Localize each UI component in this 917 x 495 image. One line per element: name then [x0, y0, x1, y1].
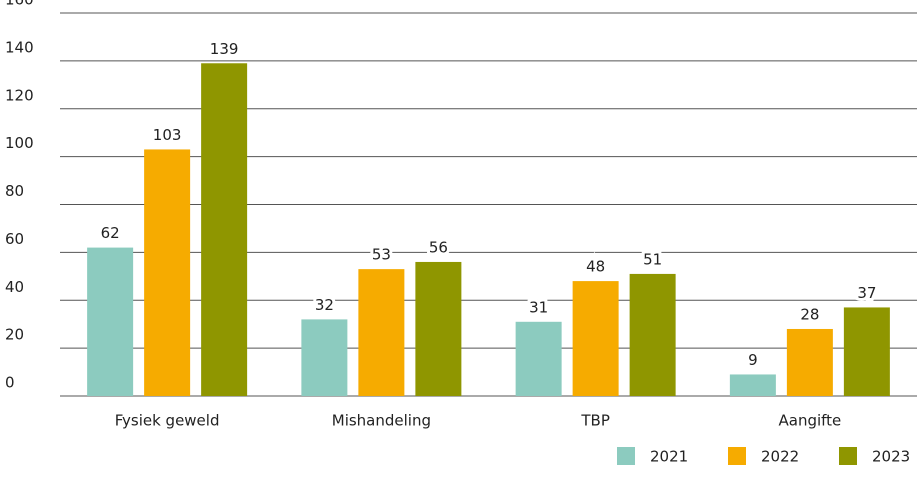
x-tick-label: Aangifte [778, 412, 841, 430]
bar [358, 269, 405, 396]
value-label: 51 [643, 250, 662, 268]
y-tick-label: 60 [5, 230, 24, 248]
y-tick-label: 40 [5, 278, 24, 296]
bar [629, 273, 676, 396]
bar [572, 281, 619, 396]
x-tick-label: Mishandeling [332, 412, 431, 430]
bar [201, 63, 248, 397]
legend-swatch [728, 447, 746, 465]
legend-swatch [839, 447, 857, 465]
bar [144, 149, 191, 396]
y-tick-label: 160 [5, 0, 34, 9]
y-tick-label: 80 [5, 182, 24, 200]
bar [786, 328, 833, 396]
value-label: 37 [857, 284, 876, 302]
bar [729, 374, 776, 396]
bar [515, 321, 562, 396]
x-tick-label: Fysiek geweld [115, 412, 220, 430]
value-label: 139 [210, 40, 239, 58]
value-label: 53 [372, 246, 391, 264]
bar [415, 261, 462, 396]
y-tick-label: 0 [5, 374, 15, 392]
value-label: 103 [153, 126, 182, 144]
bar [301, 319, 348, 396]
legend-label: 2022 [761, 448, 799, 466]
bar [87, 247, 134, 396]
x-tick-label: TBP [580, 412, 610, 430]
value-label: 32 [315, 296, 334, 314]
value-label: 9 [748, 351, 758, 369]
y-tick-label: 140 [5, 38, 34, 56]
value-label: 28 [800, 305, 819, 323]
value-label: 31 [529, 298, 548, 316]
y-tick-label: 120 [5, 86, 34, 104]
bar [843, 307, 890, 396]
value-label: 48 [586, 258, 605, 276]
value-label: 62 [101, 224, 120, 242]
legend-label: 2021 [650, 448, 688, 466]
y-tick-label: 100 [5, 134, 34, 152]
value-label: 56 [429, 238, 448, 256]
legend-label: 2023 [872, 448, 910, 466]
y-tick-label: 20 [5, 326, 24, 344]
legend-swatch [617, 447, 635, 465]
